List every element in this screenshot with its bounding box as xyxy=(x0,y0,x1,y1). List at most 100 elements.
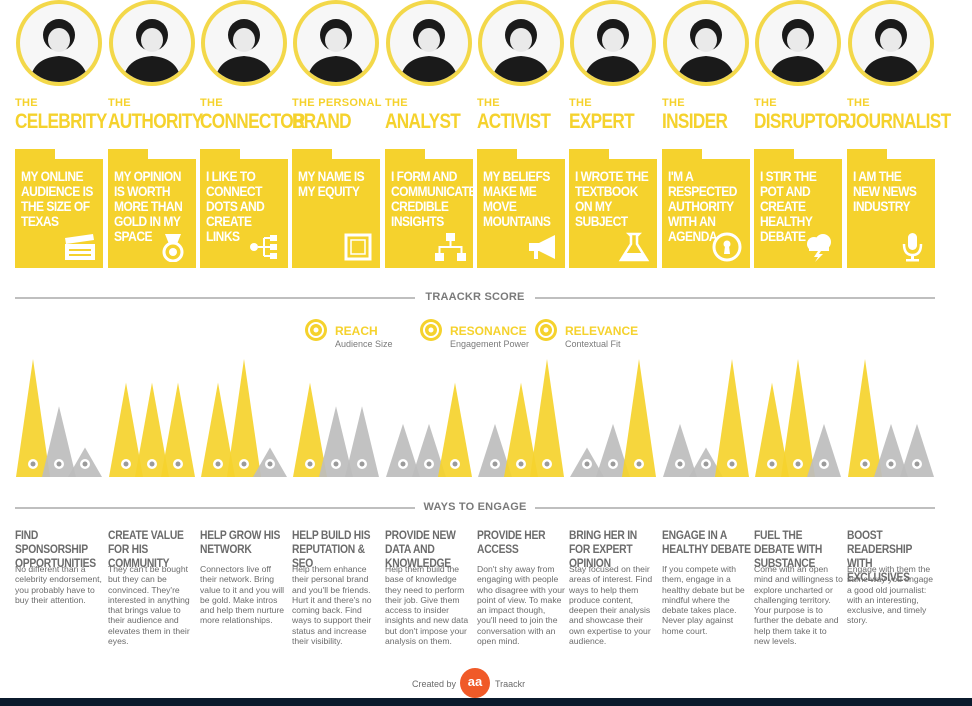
engage-strategy-description: Connectors live off their network. Bring… xyxy=(200,564,285,626)
portrait-avatar xyxy=(109,0,195,86)
traackr-score-divider-left xyxy=(15,297,415,299)
engage-strategy-title: BRING HER IN FOR EXPERT OPINION xyxy=(569,528,638,570)
score-triangle-resonance xyxy=(504,382,538,477)
score-marker-dot xyxy=(241,461,247,467)
influencer-type-prefix: THE PERSONAL xyxy=(292,97,382,109)
score-triangle-resonance xyxy=(874,423,908,477)
person-silhouette-icon xyxy=(123,19,181,82)
score-marker-dot xyxy=(821,461,827,467)
influencer-type-name: ANALYST xyxy=(385,110,461,133)
legend-title: RESONANCE xyxy=(450,324,527,338)
card-corner-tab xyxy=(148,149,196,159)
influencer-type-name: INSIDER xyxy=(662,110,728,133)
score-triangle-reach xyxy=(386,423,420,477)
portrait-avatar xyxy=(386,0,472,86)
score-triangle-relevance xyxy=(900,423,934,477)
score-marker-dot xyxy=(677,461,683,467)
engage-strategy-description: Come with an open mind and willingness t… xyxy=(754,564,843,647)
traackr-brand-name[interactable]: Traackr xyxy=(495,679,526,689)
score-marker-dot xyxy=(123,461,129,467)
influencer-motto-card: I FORM AND COMMUNICATE CREDIBLE INSIGHTS xyxy=(385,149,477,268)
score-marker-dot xyxy=(452,461,458,467)
person-silhouette-icon xyxy=(862,19,920,82)
score-marker-dot xyxy=(703,461,709,467)
card-corner-tab xyxy=(332,149,380,159)
score-marker-dot xyxy=(544,461,550,467)
influencer-motto-text: I AM THE NEW NEWS INDUSTRY xyxy=(853,168,917,214)
legend-subtitle: Engagement Power xyxy=(450,339,530,349)
frame-icon xyxy=(340,232,374,262)
score-marker-dot xyxy=(610,461,616,467)
bottom-edge-bar xyxy=(0,698,972,706)
influencer-type-name: AUTHORITY xyxy=(108,110,203,133)
traackr-logo[interactable]: aa xyxy=(460,668,490,698)
influencer-motto-text: MY ONLINE AUDIENCE IS THE SIZE OF TEXAS xyxy=(21,168,93,229)
person-silhouette-icon xyxy=(492,19,550,82)
microphone-icon xyxy=(895,232,929,262)
influencer-type-name: EXPERT xyxy=(569,110,635,133)
reach-icon xyxy=(305,319,327,341)
portrait-avatar xyxy=(848,0,934,86)
influencer-motto-text: I LIKE TO CONNECT DOTS AND CREATE LINKS xyxy=(206,168,265,244)
traackr-logo-mark: aa xyxy=(467,674,483,689)
engage-strategy-description: No different than a celebrity endorsemen… xyxy=(15,564,102,605)
score-triangle-resonance xyxy=(319,406,353,477)
influencer-type-prefix: THE xyxy=(754,97,777,109)
influencer-type-prefix: THE xyxy=(662,97,685,109)
score-triangle-relevance xyxy=(622,359,656,477)
influencer-type-name: DISRUPTOR xyxy=(754,110,850,133)
score-triangle-resonance xyxy=(227,359,261,477)
engage-strategy-title: HELP GROW HIS NETWORK xyxy=(200,528,281,556)
engage-strategy-description: If you compete with them, engage in a he… xyxy=(662,564,745,636)
engage-strategy-title: ENGAGE IN A HEALTHY DEBATE xyxy=(662,528,751,556)
person-silhouette-icon xyxy=(307,19,365,82)
score-marker-dot xyxy=(30,461,36,467)
engage-strategy-title: PROVIDE NEW DATA AND KNOWLEDGE xyxy=(385,528,456,570)
portrait-avatar xyxy=(663,0,749,86)
resonance-icon xyxy=(420,319,442,341)
score-triangle-resonance xyxy=(42,406,76,477)
influencer-motto-card: I WROTE THE TEXTBOOK ON MY SUBJECT xyxy=(569,149,657,268)
flowchart-icon xyxy=(433,232,467,262)
flask-icon xyxy=(617,232,651,262)
traackr-score-title: TRAACKR SCORE xyxy=(425,291,525,303)
score-triangle-relevance xyxy=(530,359,564,477)
engage-strategy-description: Don't shy away from engaging with people… xyxy=(477,564,565,647)
engage-strategy-description: Help them build the base of knowledge th… xyxy=(385,564,469,647)
card-corner-tab xyxy=(55,149,103,159)
portrait-avatar xyxy=(570,0,656,86)
influencer-motto-text: MY BELIEFS MAKE ME MOVE MOUNTAINS xyxy=(483,168,551,229)
engage-strategy-title: BOOST READERSHIP WITH EXCLUSIVES xyxy=(847,528,912,584)
score-triangle-relevance xyxy=(345,406,379,477)
portrait-avatar xyxy=(755,0,841,86)
score-marker-dot xyxy=(769,461,775,467)
card-corner-tab xyxy=(240,149,288,159)
engage-strategy-title: HELP BUILD HIS REPUTATION & SEO xyxy=(292,528,371,570)
influencer-type-name: JOURNALIST xyxy=(847,110,951,133)
card-corner-tab xyxy=(609,149,657,159)
relevance-icon xyxy=(535,319,557,341)
influencer-motto-card: I STIR THE POT AND CREATE HEALTHY DEBATE xyxy=(754,149,842,268)
influencer-type-name: BRAND xyxy=(292,110,352,133)
megaphone-icon xyxy=(525,232,559,262)
score-triangle-reach xyxy=(663,423,697,477)
engage-strategy-title: CREATE VALUE FOR HIS COMMUNITY xyxy=(108,528,184,570)
influencer-type-prefix: THE xyxy=(15,97,38,109)
score-marker-dot xyxy=(307,461,313,467)
person-silhouette-icon xyxy=(677,19,735,82)
influencer-type-name: ACTIVIST xyxy=(477,110,551,133)
influencer-type-name: CONNECTOR xyxy=(200,110,305,133)
influencer-type-name: CELEBRITY xyxy=(15,110,107,133)
traackr-score-divider-right xyxy=(535,297,935,299)
person-silhouette-icon xyxy=(215,19,273,82)
score-triangle-reach xyxy=(109,382,143,477)
score-triangle-resonance xyxy=(412,423,446,477)
influencer-motto-text: I WROTE THE TEXTBOOK ON MY SUBJECT xyxy=(575,168,649,229)
score-triangle-reach xyxy=(293,382,327,477)
influencer-motto-text: I'M A RESPECTED AUTHORITY WITH AN AGENDA xyxy=(668,168,737,244)
score-marker-dot xyxy=(636,461,642,467)
score-marker-dot xyxy=(333,461,339,467)
influencer-motto-card: MY NAME IS MY EQUITY xyxy=(292,149,380,268)
network-icon xyxy=(248,232,282,262)
card-corner-tab xyxy=(425,149,473,159)
